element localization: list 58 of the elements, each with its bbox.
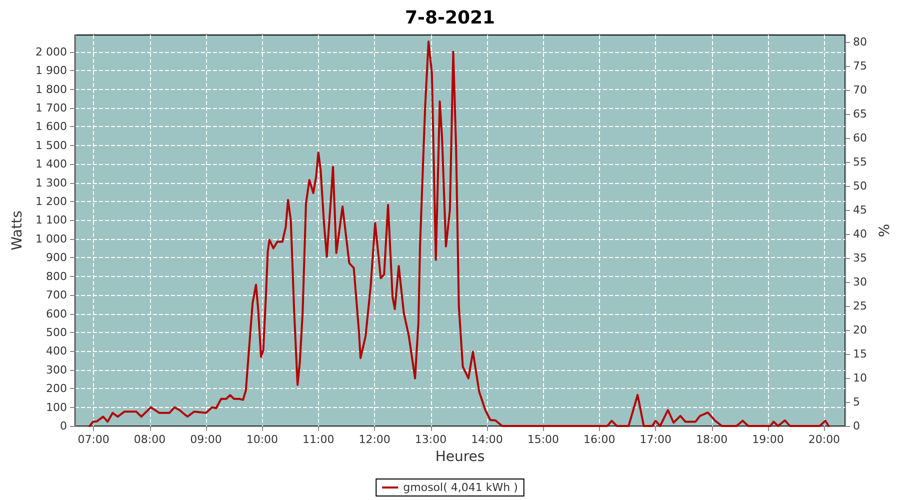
- x-tick-label: 19:00: [752, 433, 784, 446]
- x-tick-label: 12:00: [358, 433, 390, 446]
- y2-tick-label: 75: [853, 60, 867, 73]
- x-tick-label: 17:00: [640, 433, 672, 446]
- y2-tick-label: 80: [853, 36, 867, 49]
- x-tick-label: 11:00: [302, 433, 334, 446]
- x-tick-label: 16:00: [584, 433, 616, 446]
- y-tick-label: 1 300: [36, 176, 67, 190]
- y-tick-label: 100: [46, 400, 67, 414]
- y2-tick-label: 45: [853, 204, 867, 217]
- y-tick-label: 1 600: [36, 120, 67, 134]
- y-tick-label: 1 000: [36, 232, 67, 246]
- x-tick-label: 10:00: [246, 433, 278, 446]
- y2-tick-label: 20: [853, 324, 867, 337]
- x-tick-label: 18:00: [696, 433, 728, 446]
- y2-tick-label: 60: [853, 132, 867, 145]
- y-tick-label: 1 900: [36, 64, 67, 78]
- y-tick-label: 1 400: [36, 158, 67, 171]
- x-tick-label: 08:00: [134, 433, 166, 446]
- x-tick-label: 09:00: [190, 433, 222, 446]
- y2-tick-label: 15: [853, 348, 867, 361]
- y2-tick-label: 30: [853, 276, 867, 289]
- y2-tick-label: 10: [853, 372, 867, 385]
- y2-tick-label: 0: [853, 420, 860, 432]
- y2-tick-label: 70: [853, 84, 867, 97]
- y-tick-label: 700: [46, 288, 67, 302]
- y2-tick-label: 65: [853, 108, 867, 121]
- x-axis-title: Heures: [435, 448, 485, 465]
- y-tick-label: 600: [46, 307, 67, 320]
- legend-label: gmosol( 4,041 kWh ): [403, 481, 518, 494]
- y2-axis-title: %: [876, 224, 893, 238]
- y2-tick-label: 55: [853, 156, 867, 169]
- y-axis-title: Watts: [10, 210, 26, 250]
- y-tick-label: 2 000: [36, 45, 67, 58]
- y-tick-label: 1 800: [36, 82, 67, 96]
- y2-tick-label: 50: [853, 180, 867, 193]
- y-tick-label: 1 200: [36, 195, 67, 208]
- line-series: [88, 40, 830, 427]
- y2-tick-label: 5: [853, 396, 860, 409]
- y2-tick-label: 40: [853, 228, 867, 241]
- y-tick-label: 900: [46, 251, 67, 264]
- y-tick-label: 800: [46, 270, 67, 283]
- y-tick-label: 500: [46, 326, 67, 339]
- chart-title: 7-8-2021: [404, 8, 496, 28]
- x-tick-label: 14:00: [471, 433, 503, 446]
- y-tick-label: 400: [46, 344, 67, 358]
- y-tick-label: 200: [46, 382, 67, 396]
- y2-tick-label: 35: [853, 252, 867, 265]
- x-tick-label: 13:00: [414, 433, 447, 446]
- y-tick-label: 0: [60, 420, 67, 432]
- x-tick-label: 20:00: [808, 433, 840, 446]
- y2-tick-label: 25: [853, 300, 867, 313]
- x-tick-label: 15:00: [527, 433, 560, 446]
- y-tick-label: 1 700: [36, 101, 67, 114]
- x-tick-label: 07:00: [78, 433, 110, 446]
- y-tick-label: 1 500: [36, 138, 67, 152]
- y-tick-label: 300: [46, 363, 67, 376]
- y-tick-label: 1 100: [36, 214, 67, 227]
